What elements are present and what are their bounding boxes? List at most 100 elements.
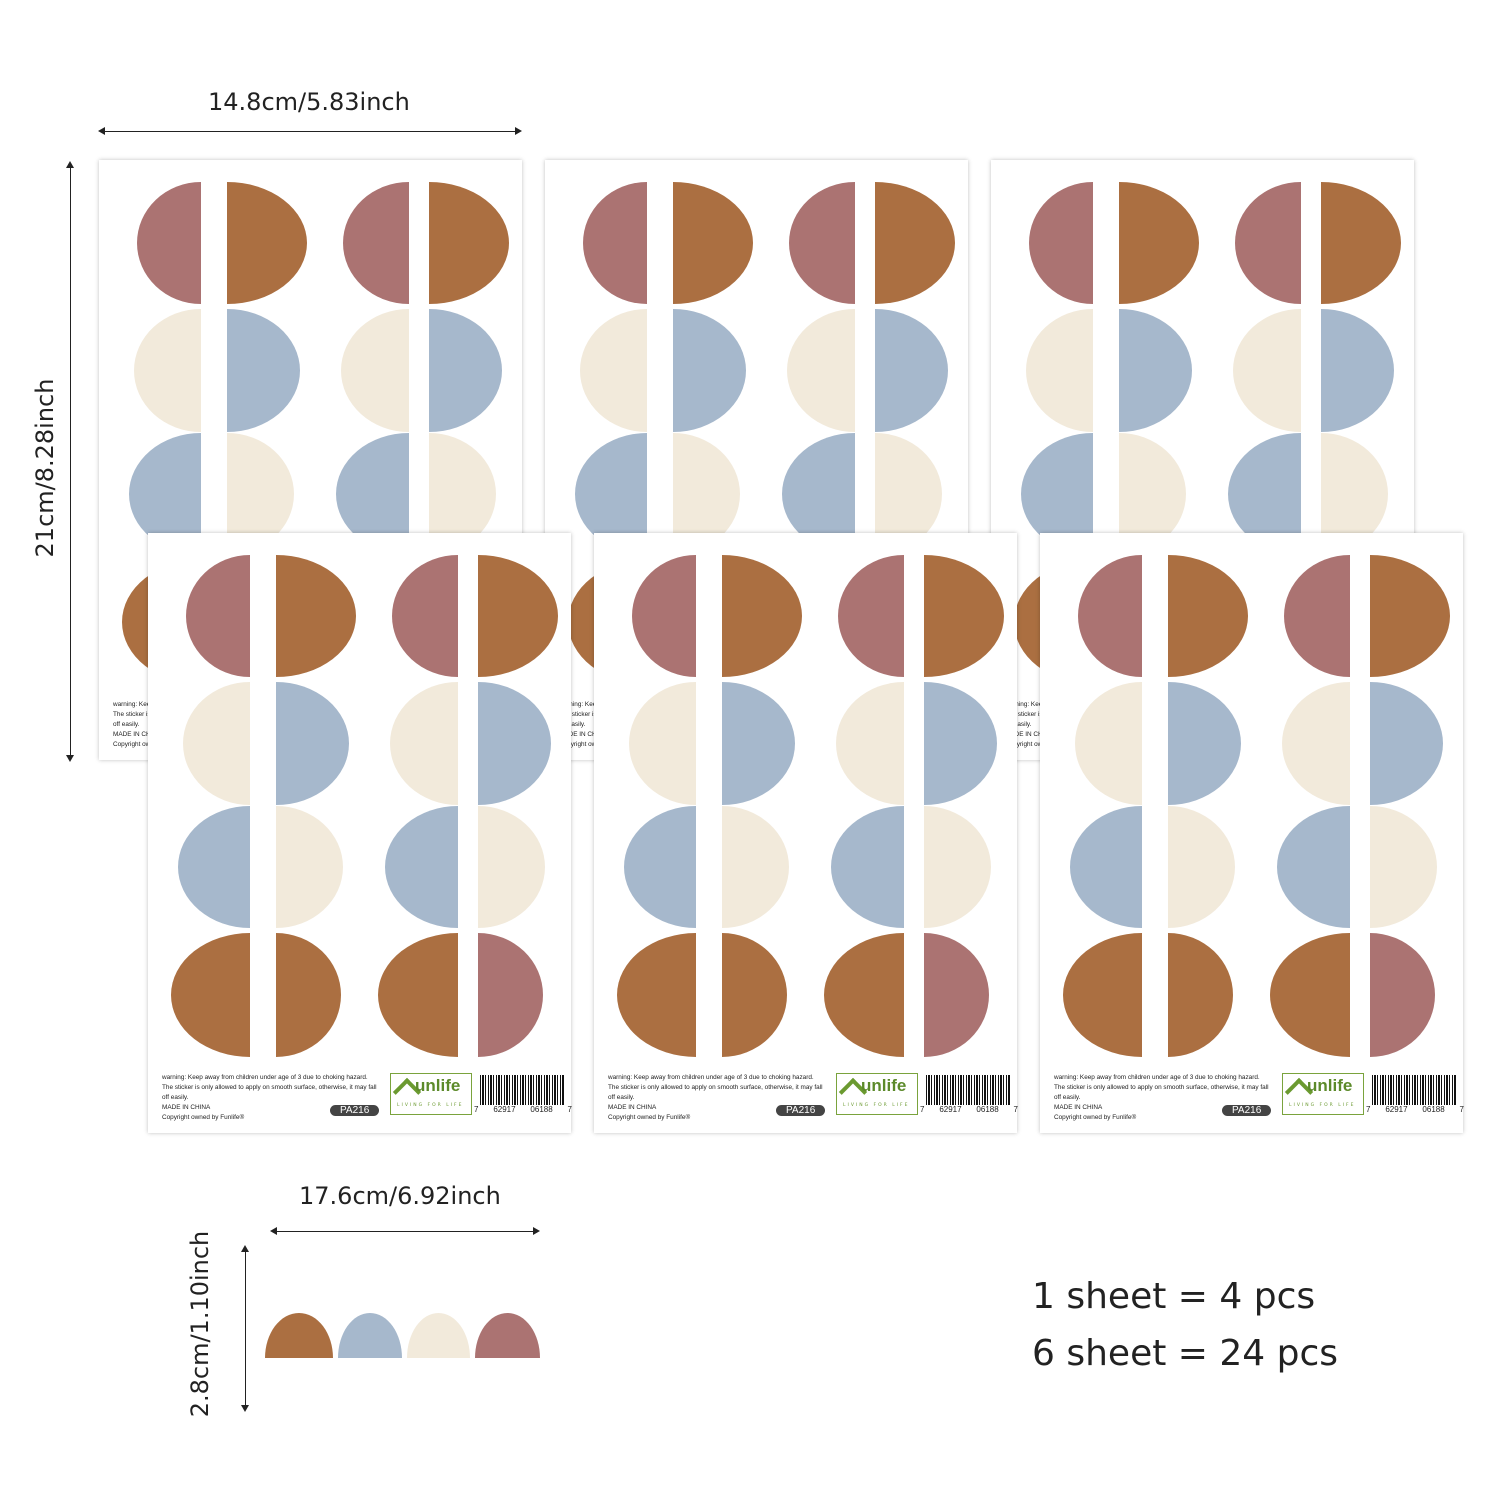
half-circle-sticker-brown (478, 555, 558, 677)
half-circle-sticker-cream (924, 806, 991, 928)
width-arrow (98, 127, 522, 135)
warning-text: warning: Keep away from children under a… (162, 1073, 377, 1123)
half-circle-sticker-blue (673, 309, 746, 432)
warning: warning: Keep away from children under a… (1054, 1074, 1269, 1101)
half-circle-sticker-cream (1026, 309, 1093, 432)
made-in: MADE IN CHINA (162, 1104, 211, 1111)
barcode-digit: 7 (920, 1105, 925, 1114)
warning-text: warning: Keep away from children under a… (608, 1073, 823, 1123)
half-circle-sticker-cream (341, 309, 409, 432)
half-circle-sticker-brown (1119, 182, 1199, 304)
half-circle-sticker-pink (186, 555, 250, 677)
half-circle-sticker-cream (629, 682, 696, 805)
half-circle-sticker-cream (134, 309, 201, 432)
quantity-total: 6 sheet = 24 pcs (1032, 1333, 1339, 1374)
barcode-digit: 7 (1459, 1105, 1464, 1114)
half-circle-sticker-brown (1168, 555, 1248, 677)
half-circle-sticker-pink (924, 933, 989, 1057)
sheet-footer: warning: Keep away from children under a… (1054, 1073, 1464, 1123)
made-in: MADE IN CHINA (608, 1104, 657, 1111)
half-circle-sticker-cream (1370, 806, 1437, 928)
copyright: Copyright owned by Funlife® (162, 1114, 245, 1121)
half-circle-sticker-brown (722, 555, 802, 677)
half-circle-sticker-cream (722, 806, 789, 928)
barcode-digit: 62917 (1385, 1105, 1408, 1114)
product-code-badge: PA216 (330, 1105, 380, 1116)
height-arrow (66, 161, 74, 762)
half-circle-sticker-pink (1078, 555, 1142, 677)
barcode-digit: 7 (474, 1105, 479, 1114)
half-circle-sticker-blue (1370, 682, 1443, 805)
barcode-digit: 06188 (530, 1105, 553, 1114)
half-circle-sticker-blue (1168, 682, 1241, 805)
half-circle-sticker-cream (478, 806, 545, 928)
half-circle-sticker-cream (580, 309, 647, 432)
half-circle-sticker-blue (831, 806, 904, 928)
half-circle-sticker-brown (722, 933, 787, 1057)
dome-sticker-pink (475, 1313, 540, 1358)
half-circle-sticker-pink (583, 182, 647, 304)
half-circle-sticker-pink (1284, 555, 1350, 677)
made-in: MADE IN CHINA (559, 731, 608, 738)
sheet-width-label: 14.8cm/5.83inch (208, 88, 410, 116)
sheet-footer: warning: Keep away from children under a… (162, 1073, 572, 1123)
half-circle-sticker-brown (378, 933, 458, 1057)
half-circle-sticker-pink (838, 555, 904, 677)
half-circle-sticker-brown (875, 182, 955, 304)
barcode-digit: 06188 (976, 1105, 999, 1114)
half-circle-sticker-cream (1168, 806, 1235, 928)
sheet-height-label: 21cm/8.28inch (31, 378, 59, 558)
sticker-height-arrow (241, 1245, 249, 1412)
copyright: Copyright owned by Funlife® (1054, 1114, 1137, 1121)
warning-text: warning: Keep away from children under a… (1054, 1073, 1269, 1123)
half-circle-sticker-cream (390, 682, 458, 805)
half-circle-sticker-brown (824, 933, 904, 1057)
barcode-digit: 62917 (493, 1105, 516, 1114)
half-circle-sticker-blue (1321, 309, 1394, 432)
dome-sticker-cream (407, 1313, 470, 1358)
half-circle-sticker-brown (1270, 933, 1350, 1057)
half-circle-sticker-blue (478, 682, 551, 805)
barcode-digit: 7 (1366, 1105, 1371, 1114)
half-circle-sticker-blue (385, 806, 458, 928)
dome-sticker-brown (265, 1313, 333, 1358)
dome-sticker-blue (338, 1313, 402, 1358)
half-circle-sticker-cream (183, 682, 250, 805)
sticker-sheet: warning: Keep away from children under a… (148, 533, 572, 1133)
half-circle-sticker-pink (478, 933, 543, 1057)
half-circle-sticker-brown (171, 933, 250, 1057)
half-circle-sticker-brown (673, 182, 753, 304)
half-circle-sticker-brown (1168, 933, 1233, 1057)
product-code-badge: PA216 (776, 1105, 826, 1116)
half-circle-sticker-blue (178, 806, 250, 928)
half-circle-sticker-blue (624, 806, 696, 928)
barcode-number: 7 62917 06188 7 (1366, 1105, 1464, 1114)
half-circle-sticker-brown (276, 933, 341, 1057)
barcode-icon (926, 1075, 1010, 1105)
half-circle-sticker-pink (1029, 182, 1093, 304)
half-circle-sticker-brown (276, 555, 356, 677)
half-circle-sticker-blue (1277, 806, 1350, 928)
half-circle-sticker-blue (722, 682, 795, 805)
half-circle-sticker-blue (276, 682, 349, 805)
half-circle-sticker-pink (1370, 933, 1435, 1057)
half-circle-sticker-brown (924, 555, 1004, 677)
half-circle-sticker-cream (276, 806, 343, 928)
half-circle-sticker-pink (1235, 182, 1301, 304)
half-circle-sticker-brown (617, 933, 696, 1057)
half-circle-sticker-pink (789, 182, 855, 304)
barcode-digit: 7 (1013, 1105, 1018, 1114)
warning: warning: Keep away from children under a… (162, 1074, 377, 1101)
half-circle-sticker-pink (137, 182, 201, 304)
half-circle-sticker-brown (1370, 555, 1450, 677)
sticker-width-arrow (270, 1227, 540, 1235)
quantity-per-sheet: 1 sheet = 4 pcs (1032, 1276, 1316, 1317)
made-in: MADE IN CHINA (113, 731, 162, 738)
half-circle-sticker-blue (429, 309, 502, 432)
sticker-sheet: warning: Keep away from children under a… (594, 533, 1018, 1133)
half-circle-sticker-brown (429, 182, 509, 304)
half-circle-sticker-cream (836, 682, 904, 805)
